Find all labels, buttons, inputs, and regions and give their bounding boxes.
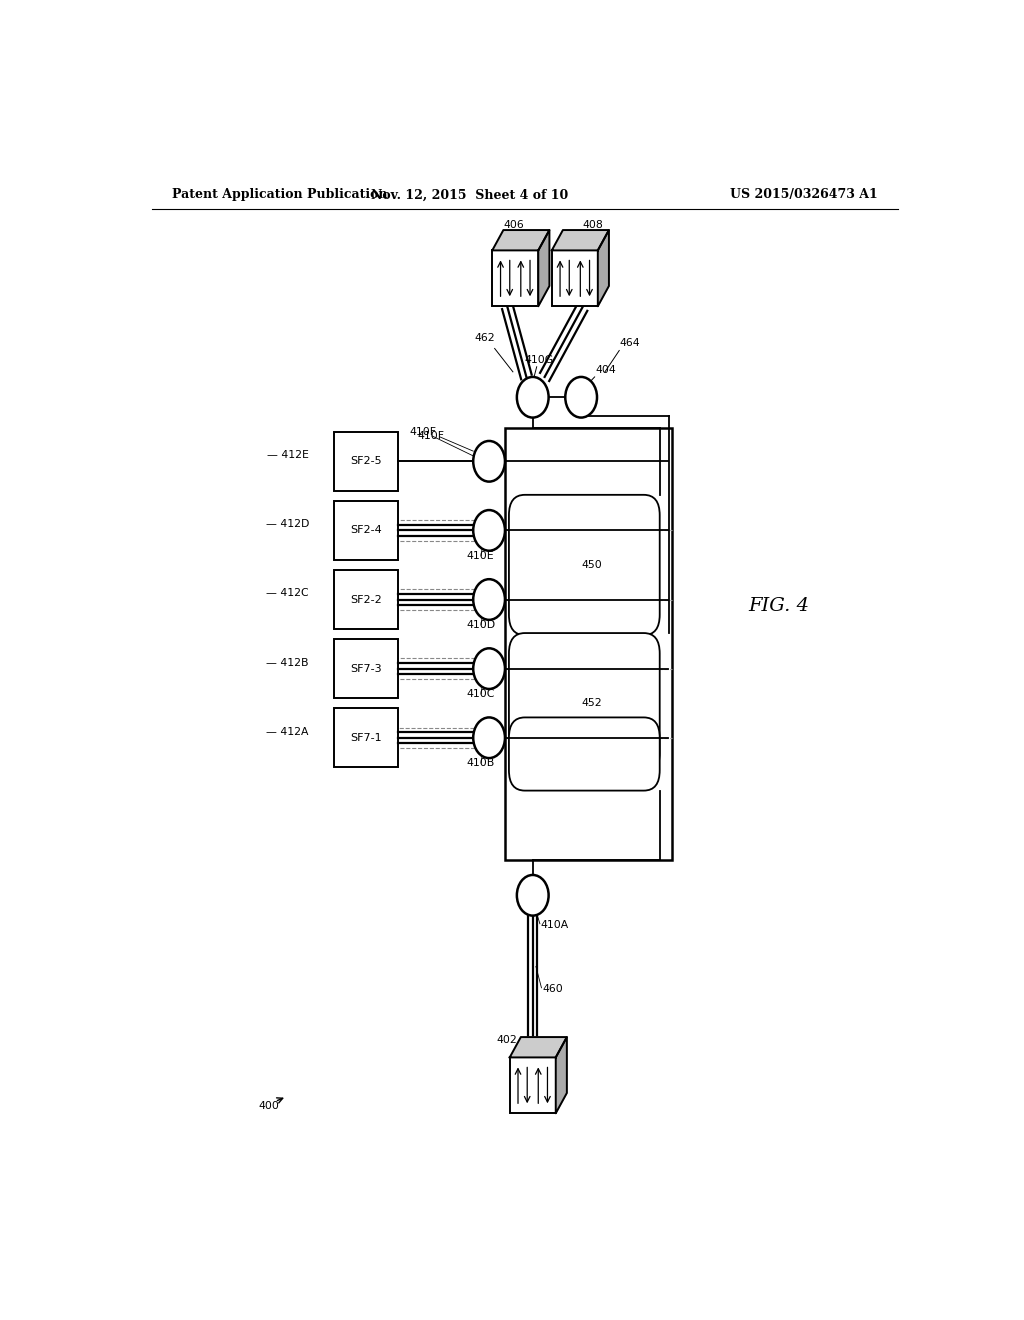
Bar <box>493 251 539 306</box>
Circle shape <box>473 441 505 482</box>
FancyBboxPatch shape <box>509 495 659 635</box>
Text: SF7-3: SF7-3 <box>350 664 382 673</box>
Text: 408: 408 <box>583 219 603 230</box>
Bar <box>334 709 397 767</box>
Text: 410C: 410C <box>467 689 496 700</box>
Text: 410F: 410F <box>410 426 436 437</box>
Bar <box>394 727 477 748</box>
Circle shape <box>517 875 549 916</box>
Polygon shape <box>598 230 609 306</box>
Bar <box>334 639 397 698</box>
Text: SF7-1: SF7-1 <box>350 733 382 743</box>
Text: 400: 400 <box>259 1101 280 1110</box>
Bar <box>394 520 477 541</box>
Text: 410D: 410D <box>467 620 496 630</box>
Bar <box>394 659 477 678</box>
Text: — 412C: — 412C <box>266 589 309 598</box>
Text: 404: 404 <box>595 364 616 375</box>
Text: — 412D: — 412D <box>265 519 309 529</box>
FancyBboxPatch shape <box>509 634 659 774</box>
Polygon shape <box>552 230 609 251</box>
Text: — 412B: — 412B <box>266 657 309 668</box>
Text: Nov. 12, 2015  Sheet 4 of 10: Nov. 12, 2015 Sheet 4 of 10 <box>371 189 568 202</box>
Circle shape <box>565 378 597 417</box>
Circle shape <box>473 718 505 758</box>
FancyBboxPatch shape <box>509 718 659 791</box>
Text: SF2-4: SF2-4 <box>350 525 382 536</box>
Text: 406: 406 <box>504 219 524 230</box>
Text: 410G: 410G <box>524 355 554 364</box>
Text: Patent Application Publication: Patent Application Publication <box>172 189 387 202</box>
Text: 460: 460 <box>543 983 563 994</box>
Text: 410B: 410B <box>467 758 496 768</box>
Bar <box>334 570 397 630</box>
Text: — 412E: — 412E <box>267 450 309 461</box>
Bar <box>505 428 672 859</box>
Text: 410E: 410E <box>467 550 495 561</box>
Text: 452: 452 <box>582 698 602 709</box>
Text: US 2015/0326473 A1: US 2015/0326473 A1 <box>730 189 878 202</box>
Polygon shape <box>539 230 550 306</box>
Text: 464: 464 <box>620 338 640 348</box>
Circle shape <box>517 378 549 417</box>
Circle shape <box>473 579 505 620</box>
Bar <box>394 589 477 610</box>
Text: — 412A: — 412A <box>266 726 309 737</box>
Polygon shape <box>510 1038 567 1057</box>
Bar <box>510 1057 556 1113</box>
Text: SF2-5: SF2-5 <box>350 457 382 466</box>
Text: SF2-2: SF2-2 <box>350 594 382 605</box>
Text: 410A: 410A <box>541 920 569 929</box>
Polygon shape <box>556 1038 567 1113</box>
Text: 462: 462 <box>475 334 496 343</box>
Circle shape <box>473 648 505 689</box>
Text: FIG. 4: FIG. 4 <box>749 597 809 615</box>
Text: 402: 402 <box>497 1035 517 1044</box>
Polygon shape <box>493 230 550 251</box>
Bar <box>552 251 598 306</box>
Circle shape <box>473 510 505 550</box>
Bar <box>334 432 397 491</box>
Text: 450: 450 <box>582 560 602 570</box>
Text: 410F: 410F <box>418 430 444 441</box>
Bar <box>334 500 397 560</box>
